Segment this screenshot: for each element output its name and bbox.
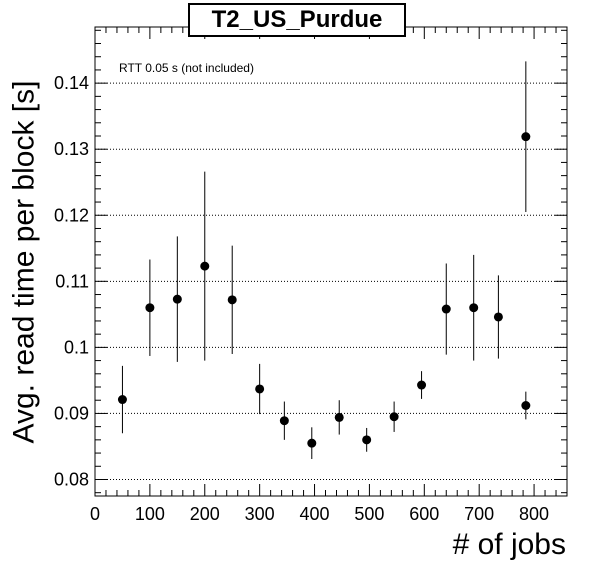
x-tick-label: 700 [464,504,494,524]
data-point [307,438,317,448]
data-point [441,304,451,314]
tick-labels: 0.08 0.09 0.1 0.11 0.12 0.13 0.14 0 100 200 300 400… [54,73,549,524]
y-tick-label: 0.1 [64,337,89,357]
data-point [200,261,210,271]
data-point [389,412,399,422]
x-tick-label: 800 [519,504,549,524]
chart-title: T2_US_Purdue [188,3,406,37]
axis-ticks [94,27,568,496]
y-tick-label: 0.13 [54,139,89,159]
x-tick-label: 100 [135,504,165,524]
plot-frame [94,26,568,497]
x-axis-label: # of jobs [452,528,566,561]
x-tick-label: 600 [409,504,439,524]
data-point [117,395,127,405]
y-tick-label: 0.12 [54,205,89,225]
data-points [117,61,531,460]
data-point [227,295,237,305]
data-point [255,384,265,394]
data-point [521,132,531,142]
x-tick-label: 200 [190,504,220,524]
data-point [172,294,182,304]
data-point [362,435,372,445]
data-point [493,312,503,322]
data-point [417,380,427,390]
x-tick-label: 300 [245,504,275,524]
y-tick-label: 0.11 [55,271,89,291]
data-point [521,401,531,411]
x-tick-label: 0 [90,504,100,524]
y-axis-label: Avg. read time per block [s] [6,80,40,443]
x-tick-label: 500 [354,504,384,524]
y-tick-label: 0.08 [54,469,89,489]
x-tick-label: 400 [300,504,330,524]
data-point [469,303,479,313]
data-point [145,303,155,313]
data-point [279,416,289,426]
data-point [334,412,344,422]
y-tick-label: 0.14 [54,73,89,93]
grid-lines [95,82,567,480]
rtt-annotation: RTT 0.05 s (not included) [119,61,254,75]
y-tick-label: 0.09 [54,403,89,423]
